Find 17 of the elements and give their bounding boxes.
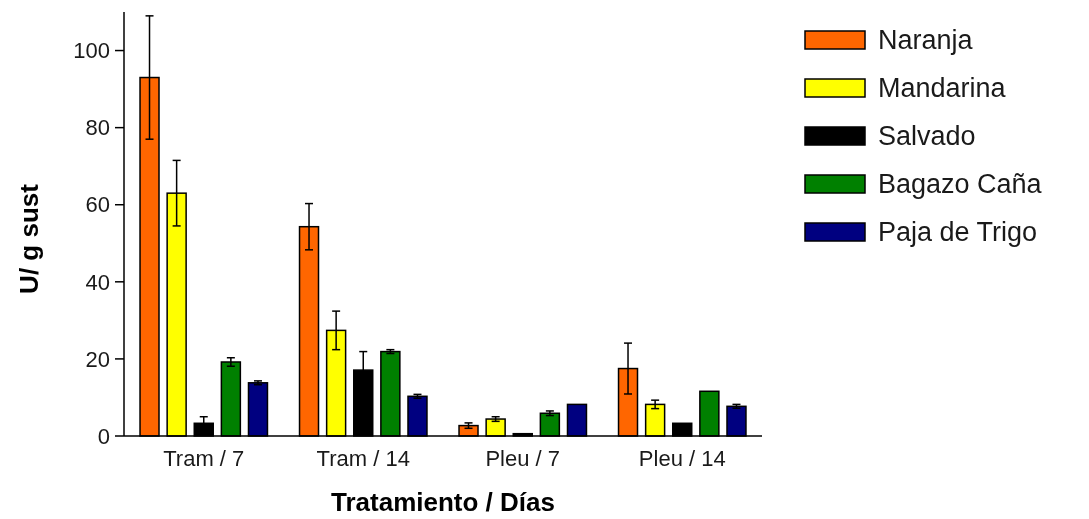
legend-label: Naranja: [878, 25, 974, 56]
legend-label: Paja de Trigo: [878, 217, 1038, 248]
y-tick-label: 60: [85, 192, 110, 218]
y-tick-label: 0: [97, 423, 110, 449]
x-tick-label: Tram / 14: [316, 446, 410, 471]
legend-label: Salvado: [878, 121, 976, 152]
y-tick-label: 40: [85, 269, 110, 295]
x-tick-label: Tram / 7: [163, 446, 245, 471]
x-tick-label: Pleu / 7: [485, 446, 561, 471]
legend-label: Mandarina: [878, 73, 1007, 104]
x-axis-title: Tratamiento / Días: [331, 487, 555, 517]
y-tick-label: 100: [73, 38, 110, 64]
x-tick-label: Pleu / 14: [638, 446, 726, 471]
y-tick-label: 20: [85, 346, 110, 372]
y-tick-label: 80: [85, 115, 110, 141]
y-axis-title: U/ g sust: [14, 183, 44, 294]
legend-label: Bagazo Caña: [878, 169, 1043, 200]
